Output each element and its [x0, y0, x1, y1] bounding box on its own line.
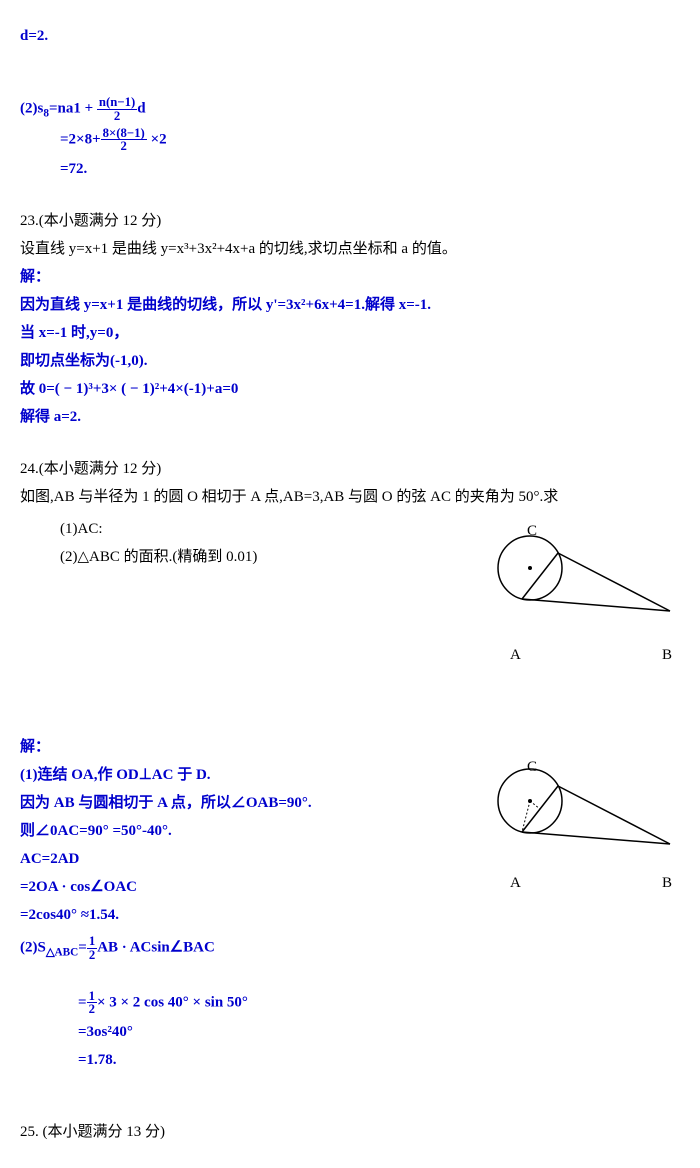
- fig1-label-c: C: [522, 519, 542, 543]
- q24-header: 24.(本小题满分 12 分): [20, 457, 680, 481]
- s8-frac-den: 2: [97, 110, 137, 123]
- q24-s7-frac: 12: [87, 935, 97, 962]
- s8-result: =72.: [60, 157, 680, 181]
- q24-s8-num: 1: [87, 990, 97, 1004]
- q24-sol-label: 解：: [20, 735, 480, 759]
- figure-2: A B C: [480, 731, 680, 919]
- q24-s8-frac: 12: [87, 990, 97, 1017]
- q24-s8-post: × 3 × 2 cos 40° × sin 50°: [97, 994, 248, 1010]
- s8-step2-pre: =2×8+: [60, 131, 101, 147]
- q24-s8-den: 2: [87, 1003, 97, 1016]
- q24-s7: (2)S△ABC=12AB · ACsin∠BAC: [20, 935, 680, 962]
- q23-s1: 因为直线 y=x+1 是曲线的切线，所以 y'=3x²+6x+4=1.解得 x=…: [20, 293, 680, 317]
- q23-header: 23.(本小题满分 12 分): [20, 209, 680, 233]
- s8-eq: =na1 +: [49, 101, 97, 117]
- fig1-label-b: B: [662, 643, 672, 667]
- q24-s8-pre: =: [78, 994, 87, 1010]
- q23-sol-label: 解：: [20, 265, 680, 289]
- s8-formula: (2)s8=na1 + n(n−1)2d: [20, 96, 680, 123]
- figure-1: A B C: [480, 513, 680, 691]
- s8-frac: n(n−1)2: [97, 96, 137, 123]
- s8-step2-post: ×2: [147, 131, 167, 147]
- q24-s10: =1.78.: [78, 1048, 680, 1072]
- q24-s8: =12× 3 × 2 cos 40° × sin 50°: [78, 990, 680, 1017]
- s8-lhs: (2)s: [20, 101, 43, 117]
- q24-p1: (1)AC:: [60, 517, 480, 541]
- q24-s1: (1)连结 OA,作 OD⊥AC 于 D.: [20, 763, 480, 787]
- s8-step2: =2×8+8×(8−1)2 ×2: [60, 127, 680, 154]
- q24-s7-den: 2: [87, 949, 97, 962]
- line-d2: d=2.: [20, 24, 680, 48]
- q24-s7-post: AB · ACsin∠BAC: [97, 940, 215, 956]
- q24-s4: AC=2AD: [20, 847, 480, 871]
- fig2-label-c: C: [522, 755, 542, 779]
- s8-step2-num: 8×(8−1): [101, 127, 147, 141]
- q24-s9: =3os²40°: [78, 1020, 680, 1044]
- fig2-label-b: B: [662, 871, 672, 895]
- s8-step2-den: 2: [101, 140, 147, 153]
- s8-step2-frac: 8×(8−1)2: [101, 127, 147, 154]
- q25-header: 25. (本小题满分 13 分): [20, 1120, 680, 1144]
- fig2-label-a: A: [510, 871, 521, 895]
- q24-s5: =2OA · cos∠OAC: [20, 875, 480, 899]
- q24-s3: 则∠0AC=90° =50°-40°.: [20, 819, 480, 843]
- s8-frac-num: n(n−1): [97, 96, 137, 110]
- q24-s7-pre: (2)S: [20, 940, 46, 956]
- q23-body: 设直线 y=x+1 是曲线 y=x³+3x²+4x+a 的切线,求切点坐标和 a…: [20, 237, 680, 261]
- q23-s2: 当 x=-1 时,y=0，: [20, 321, 680, 345]
- q24-body: 如图,AB 与半径为 1 的圆 O 相切于 A 点,AB=3,AB 与圆 O 的…: [20, 485, 680, 509]
- q24-s2: 因为 AB 与圆相切于 A 点，所以∠OAB=90°.: [20, 791, 480, 815]
- q24-p2: (2)△ABC 的面积.(精确到 0.01): [60, 545, 480, 569]
- q23-s5: 解得 a=2.: [20, 405, 680, 429]
- q24-s7-num: 1: [87, 935, 97, 949]
- fig1-label-a: A: [510, 643, 521, 667]
- q24-s6: =2cos40° ≈1.54.: [20, 903, 480, 927]
- s8-post: d: [137, 101, 145, 117]
- q24-s7-eq: =: [78, 940, 87, 956]
- q23-s3: 即切点坐标为(-1,0).: [20, 349, 680, 373]
- q23-s4: 故 0=( − 1)³+3× ( − 1)²+4×(-1)+a=0: [20, 377, 680, 401]
- q24-s7-sub: △ABC: [46, 947, 78, 959]
